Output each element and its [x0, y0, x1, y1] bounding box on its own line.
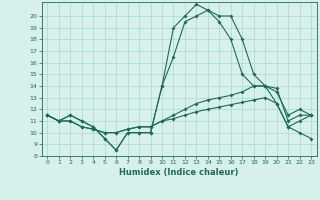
X-axis label: Humidex (Indice chaleur): Humidex (Indice chaleur)	[119, 168, 239, 177]
